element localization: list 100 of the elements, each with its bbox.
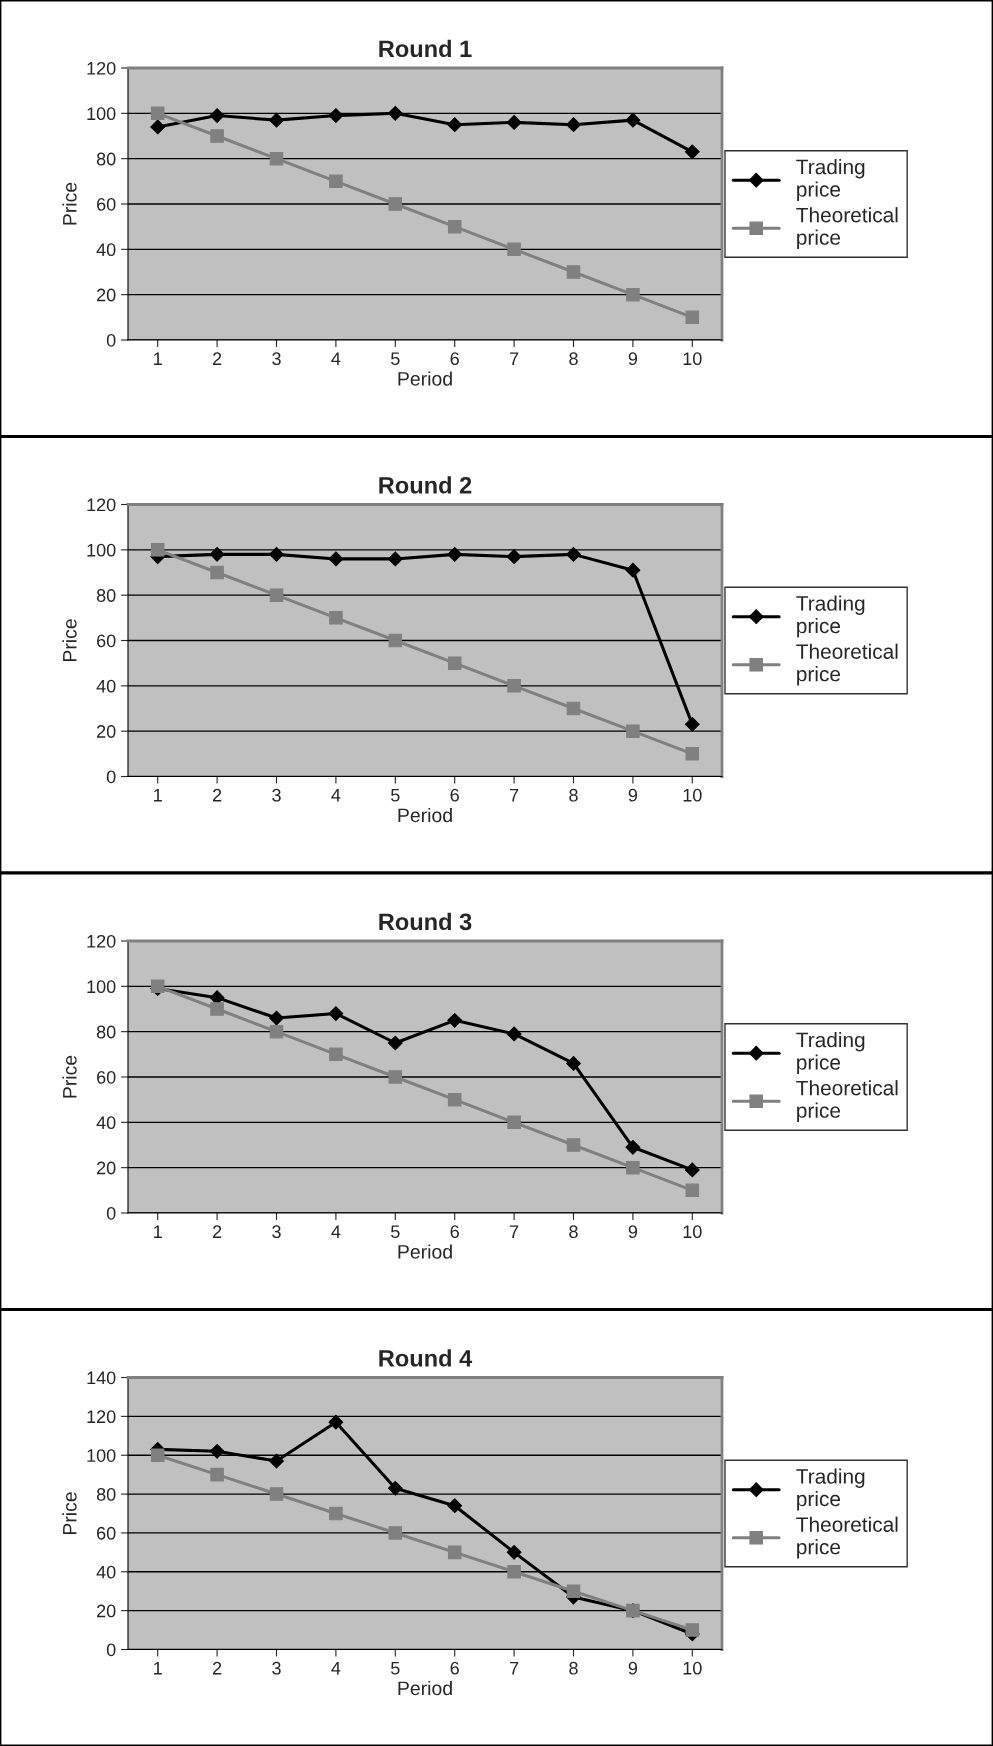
x-tick-label: 7: [510, 788, 519, 802]
point: [209, 108, 225, 123]
point: [447, 1498, 463, 1514]
point: [269, 1024, 284, 1039]
point: [328, 1414, 344, 1430]
point: [447, 1545, 462, 1560]
point: [388, 633, 403, 648]
legend-label: Theoretical price: [796, 1516, 898, 1559]
point: [625, 1139, 641, 1155]
x-tick-label: 8: [569, 1225, 578, 1239]
x-tick-label: 8: [569, 352, 578, 366]
y-tick-label: 120: [87, 934, 116, 948]
legend-label: Theoretical price: [796, 207, 898, 249]
point: [685, 747, 700, 761]
x-tick-label: 3: [272, 352, 281, 366]
point: [685, 1183, 700, 1198]
point: [269, 1487, 284, 1501]
point: [269, 588, 284, 602]
y-tick-label: 80: [96, 152, 116, 166]
point: [387, 551, 403, 567]
point: [506, 1544, 522, 1560]
legend-label: Trading price: [796, 595, 865, 638]
y-axis-title: Price: [62, 1492, 77, 1535]
chart-title: Round 2: [379, 476, 472, 494]
x-tick-label: 10: [683, 788, 702, 802]
point: [447, 117, 463, 133]
point: [329, 1047, 343, 1062]
point: [388, 1070, 403, 1084]
y-tick-label: 120: [87, 61, 116, 75]
y-tick-label: 120: [87, 1410, 116, 1424]
point: [210, 1467, 224, 1482]
x-tick-label: 7: [510, 352, 519, 365]
y-tick-label: 100: [87, 980, 116, 994]
y-tick-label: 60: [97, 634, 116, 648]
y-tick-label: 0: [106, 1643, 116, 1657]
point: [684, 1162, 700, 1178]
y-axis-title: Price: [62, 619, 77, 662]
point: [685, 310, 700, 325]
point: [150, 119, 166, 135]
point: [684, 144, 700, 160]
y-tick-label: 40: [96, 679, 116, 693]
point: [626, 1160, 640, 1175]
y-tick-label: 120: [87, 498, 116, 512]
point: [447, 219, 462, 234]
point: [506, 115, 522, 130]
point: [507, 1115, 521, 1130]
x-axis-title: Period: [398, 371, 452, 386]
y-tick-label: 20: [97, 725, 116, 738]
point: [329, 1506, 343, 1521]
y-tick-label: 40: [96, 243, 116, 257]
point: [626, 724, 640, 738]
x-axis-title: Period: [398, 807, 452, 823]
point: [269, 1010, 284, 1026]
point: [566, 546, 581, 562]
point: [328, 551, 344, 567]
x-tick-label: 6: [450, 1225, 459, 1239]
y-tick-label: 20: [97, 1161, 116, 1175]
chart-title: Round 1: [379, 39, 472, 58]
legend-label: Theoretical price: [796, 1080, 898, 1122]
point: [685, 1623, 700, 1637]
y-tick-label: 60: [97, 1070, 116, 1084]
point: [269, 112, 284, 128]
point: [388, 197, 403, 211]
x-tick-label: 3: [272, 1661, 281, 1675]
x-tick-label: 6: [450, 352, 459, 366]
point: [566, 1138, 581, 1152]
point: [566, 117, 581, 133]
point: [626, 287, 640, 302]
x-tick-label: 10: [683, 1661, 702, 1675]
point: [507, 1565, 521, 1579]
x-tick-label: 4: [331, 1225, 341, 1238]
y-tick-label: 140: [87, 1371, 116, 1385]
y-tick-label: 0: [106, 770, 116, 784]
x-tick-label: 9: [628, 1661, 638, 1675]
x-tick-label: 7: [510, 1661, 519, 1675]
x-tick-label: 4: [331, 1661, 341, 1675]
point: [447, 1012, 463, 1028]
x-tick-label: 8: [569, 1661, 578, 1675]
point: [387, 105, 403, 121]
point: [566, 1584, 581, 1598]
x-tick-label: 5: [391, 1661, 400, 1675]
legend-label: Trading price: [796, 1468, 865, 1511]
point: [507, 242, 521, 257]
x-tick-label: 2: [212, 788, 222, 802]
y-tick-label: 40: [96, 1565, 116, 1579]
y-tick-label: 100: [87, 107, 116, 121]
x-tick-label: 3: [272, 788, 281, 802]
point: [328, 108, 344, 123]
point: [329, 611, 343, 625]
x-tick-label: 9: [628, 1225, 638, 1239]
y-tick-label: 100: [87, 543, 116, 557]
point: [387, 1480, 403, 1496]
x-tick-label: 6: [450, 788, 459, 802]
point: [447, 1092, 462, 1107]
point: [209, 1443, 225, 1459]
x-tick-label: 7: [510, 1225, 519, 1238]
y-axis-title: Price: [62, 1055, 77, 1098]
y-axis-title: Price: [62, 182, 77, 225]
legend-label: Trading price: [796, 1032, 865, 1074]
point: [269, 151, 284, 166]
